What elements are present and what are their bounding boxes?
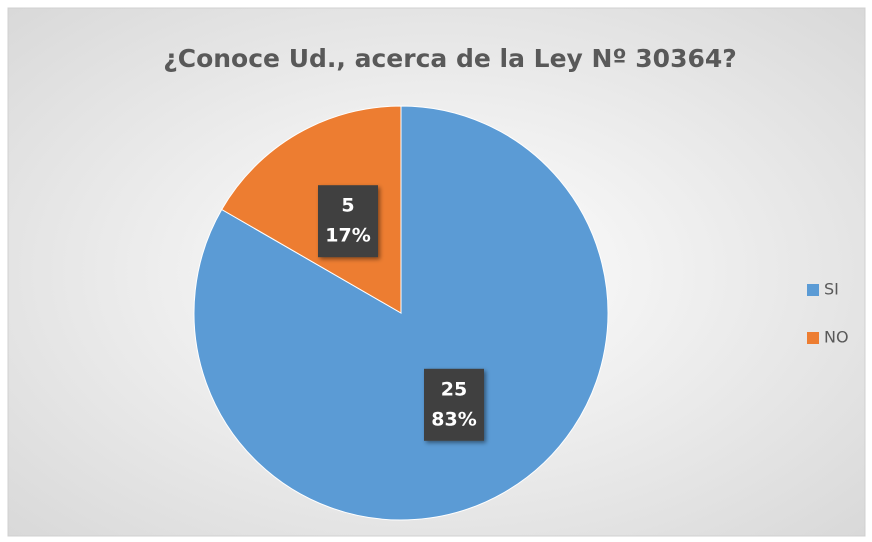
chart-title: ¿Conoce Ud., acerca de la Ley Nº 30364? (163, 44, 737, 73)
pie-slice (193, 105, 609, 521)
data-label-percent: 83% (431, 408, 476, 430)
data-label-percent: 17% (325, 225, 370, 247)
pie-slice (221, 105, 402, 314)
legend-swatch (807, 332, 819, 344)
legend-swatch (807, 284, 819, 296)
legend-label: NO (824, 328, 849, 347)
data-label: 517% (318, 185, 378, 258)
legend-label: SI (824, 280, 839, 299)
data-label-box (318, 185, 378, 258)
data-label-value: 25 (441, 378, 467, 400)
data-label-box (424, 368, 484, 441)
data-label-value: 5 (341, 195, 354, 217)
